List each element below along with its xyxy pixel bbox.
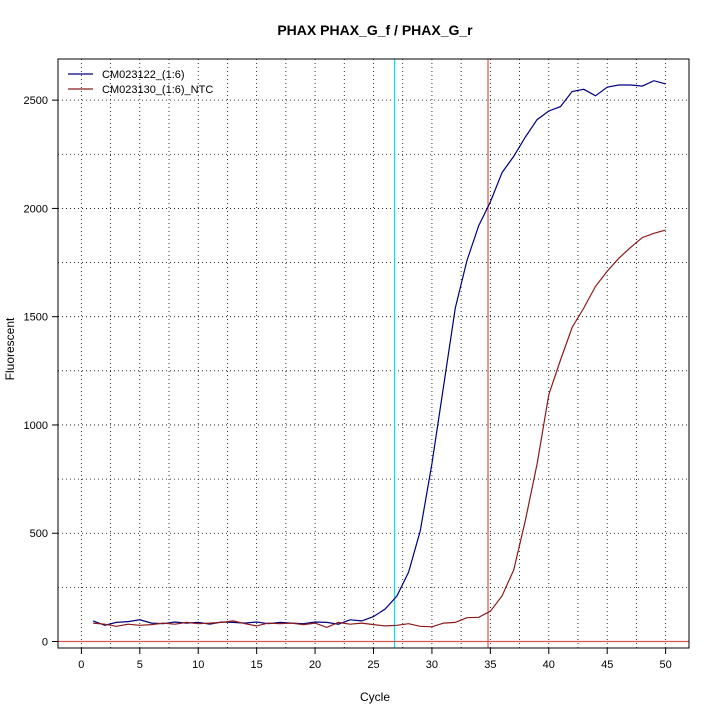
legend: CM023122_(1:6) CM023130_(1:6)_NTC [68, 69, 213, 96]
x-tick-label: 10 [192, 659, 204, 671]
x-tick-label: 15 [251, 659, 263, 671]
x-tick-label: 30 [426, 659, 438, 671]
legend-label-1: CM023122_(1:6) [102, 69, 185, 81]
y-axis-label: Fluorescent [3, 317, 17, 380]
y-axis: 0 500 1000 1500 2000 2500 [24, 95, 58, 649]
y-tick-label: 1500 [24, 312, 48, 324]
x-tick-label: 20 [309, 659, 321, 671]
chart-title: PHAX PHAX_G_f / PHAX_G_r [277, 22, 473, 38]
x-axis-label: Cycle [360, 690, 390, 704]
y-tick-label: 0 [42, 637, 48, 649]
x-tick-label: 35 [484, 659, 496, 671]
y-tick-label: 500 [30, 528, 48, 540]
x-tick-label: 45 [601, 659, 613, 671]
legend-label-2: CM023130_(1:6)_NTC [102, 84, 213, 96]
series-line-2 [93, 229, 666, 629]
y-tick-label: 1000 [24, 420, 48, 432]
y-tick-label: 2000 [24, 203, 48, 215]
data-series [92, 80, 666, 629]
x-tick-label: 0 [78, 659, 84, 671]
reference-lines [58, 59, 689, 648]
x-tick-label: 25 [367, 659, 379, 671]
x-tick-label: 40 [543, 659, 555, 671]
x-tick-label: 5 [137, 659, 143, 671]
y-tick-label: 2500 [24, 95, 48, 107]
x-tick-label: 50 [660, 659, 672, 671]
x-axis: 0 5 10 15 20 25 30 35 40 45 50 [78, 648, 672, 671]
